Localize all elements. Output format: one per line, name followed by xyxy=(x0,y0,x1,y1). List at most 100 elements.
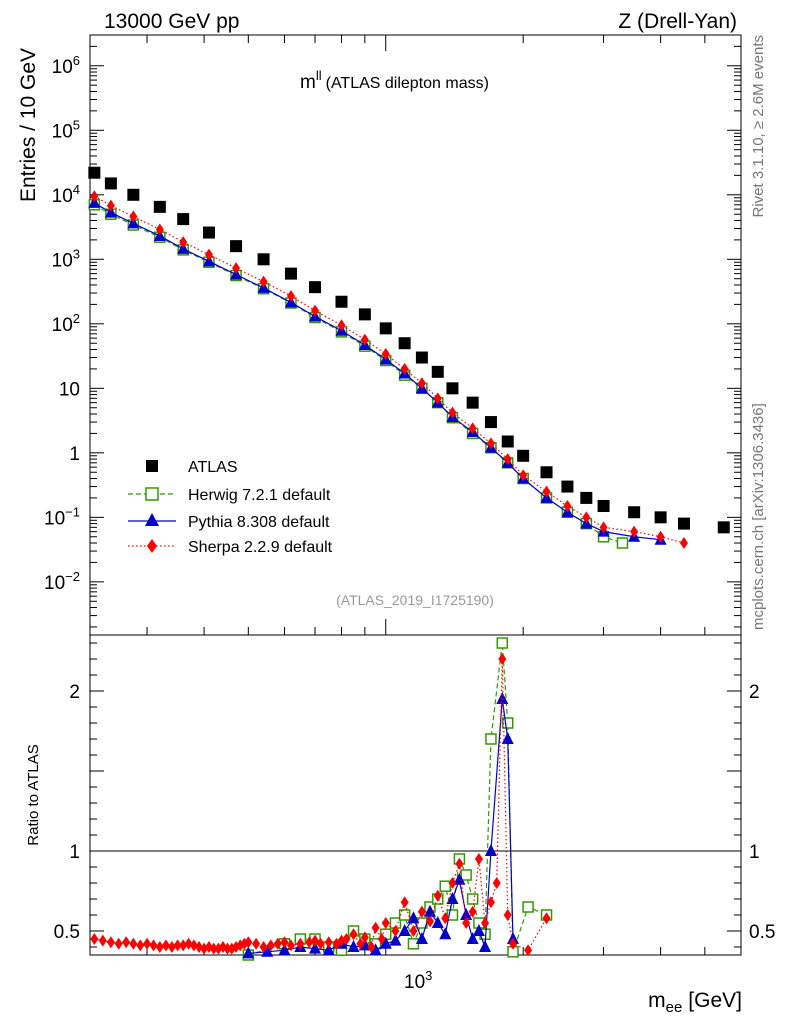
ratio-point-sherpa xyxy=(381,917,390,929)
ratio-point-pythia xyxy=(379,936,392,949)
main-y-tick-label: 104 xyxy=(52,182,80,207)
ratio-point-sherpa xyxy=(356,937,365,950)
data-point-atlas xyxy=(717,521,730,534)
ratio-point-sherpa xyxy=(371,921,380,934)
ratio-point-sherpa xyxy=(417,905,426,918)
ratio-point-sherpa xyxy=(441,912,450,925)
series-sherpa xyxy=(90,190,688,550)
data-point-sherpa xyxy=(542,485,551,498)
ratio-point-sherpa xyxy=(155,941,164,953)
ratio-point-pythia xyxy=(242,946,255,959)
data-point-sherpa xyxy=(90,190,99,203)
ratio-series-sherpa xyxy=(90,653,551,957)
ratio-point-sherpa xyxy=(509,937,518,950)
ratio-point-sherpa xyxy=(259,941,268,953)
ratio-point-sherpa xyxy=(455,857,464,870)
data-point-atlas xyxy=(654,511,667,524)
data-point-atlas xyxy=(88,166,101,179)
data-point-sherpa xyxy=(417,377,426,390)
ratio-point-sherpa xyxy=(498,653,507,665)
ratio-line-pythia xyxy=(248,698,514,954)
data-point-atlas xyxy=(628,506,641,519)
ratio-y-tick-label-right: 2 xyxy=(749,682,760,703)
data-point-sherpa xyxy=(360,333,369,346)
ratio-point-herwig xyxy=(398,909,411,921)
ratio-point-sherpa xyxy=(129,937,138,950)
ratio-point-herwig xyxy=(439,880,452,892)
data-point-atlas xyxy=(597,499,610,512)
ratio-point-herwig xyxy=(485,733,497,745)
ratio-point-herwig xyxy=(522,901,534,913)
series-line-sherpa xyxy=(94,195,685,544)
main-y-tick-label: 10−1 xyxy=(44,504,80,529)
x-tick-label-1000: 103 xyxy=(404,968,432,993)
main-y-tick-label: 10 xyxy=(59,379,80,400)
ratio-point-pythia xyxy=(347,940,360,952)
data-point-sherpa xyxy=(155,223,164,236)
data-point-atlas xyxy=(127,188,140,201)
data-point-sherpa xyxy=(204,248,213,261)
data-point-sherpa xyxy=(179,236,188,249)
ratio-point-sherpa xyxy=(161,939,170,952)
ratio-point-sherpa xyxy=(324,936,333,949)
main-y-tick-label: 1 xyxy=(69,444,80,465)
ratio-y-tick-label-left: 2 xyxy=(69,682,80,703)
ratio-point-sherpa xyxy=(486,896,495,909)
ratio-point-sherpa xyxy=(367,941,376,953)
ratio-point-pythia xyxy=(261,944,274,957)
ratio-point-pythia xyxy=(423,904,436,917)
data-point-sherpa xyxy=(400,362,409,375)
legend-marker-sherpa xyxy=(147,539,157,553)
ratio-point-sherpa xyxy=(542,912,551,925)
ratio-point-sherpa xyxy=(167,941,176,953)
ratio-point-sherpa xyxy=(266,939,275,952)
data-point-sherpa xyxy=(519,469,528,482)
ratio-point-herwig xyxy=(446,909,459,921)
ratio-point-sherpa xyxy=(481,917,490,929)
ratio-point-sherpa xyxy=(524,944,533,957)
data-point-sherpa xyxy=(448,406,457,419)
ratio-point-pythia xyxy=(466,932,479,944)
legend-marker-atlas xyxy=(146,460,158,472)
data-point-sherpa xyxy=(486,437,495,450)
data-point-sherpa xyxy=(232,262,241,275)
ratio-point-sherpa xyxy=(252,937,261,950)
ratio-point-sherpa xyxy=(90,933,99,945)
ratio-point-sherpa xyxy=(244,936,253,949)
ratio-point-sherpa xyxy=(492,877,501,889)
ratio-point-sherpa xyxy=(189,939,198,952)
data-point-atlas xyxy=(335,295,348,308)
main-data-marks xyxy=(88,166,730,550)
main-title: mll (ATLAS dilepton mass) xyxy=(300,68,489,93)
data-point-atlas xyxy=(104,177,117,190)
ratio-y-tick-label-left: 1 xyxy=(69,842,80,863)
ratio-y-axis-label: Ratio to ATLAS xyxy=(25,744,42,845)
ratio-y-tick-label-right: 0.5 xyxy=(749,922,775,943)
ratio-point-sherpa xyxy=(305,936,314,949)
data-point-sherpa xyxy=(337,319,346,332)
data-point-sherpa xyxy=(381,348,390,361)
data-point-atlas xyxy=(415,351,428,364)
main-y-axis-label: Entries / 10 GeV xyxy=(17,48,40,202)
ratio-point-sherpa xyxy=(377,933,386,945)
main-y-tick-label: 105 xyxy=(52,117,80,142)
data-point-atlas xyxy=(501,435,514,448)
header-process-label: Z (Drell-Yan) xyxy=(618,10,737,33)
ratio-point-herwig xyxy=(501,717,514,729)
ratio-point-herwig xyxy=(466,893,479,905)
legend-marker-herwig xyxy=(145,487,159,501)
ratio-point-sherpa xyxy=(391,925,400,937)
ratio-point-sherpa xyxy=(143,937,152,950)
data-point-sherpa xyxy=(106,199,115,212)
ratio-point-herwig xyxy=(460,869,472,881)
data-point-atlas xyxy=(677,517,690,530)
ratio-point-sherpa xyxy=(173,939,182,952)
data-point-atlas xyxy=(257,253,270,266)
ratio-point-pythia xyxy=(460,908,473,920)
ratio-point-pythia xyxy=(453,872,466,885)
data-point-atlas xyxy=(309,281,322,294)
ratio-point-sherpa xyxy=(136,939,145,952)
ratio-point-sherpa xyxy=(106,936,115,949)
ratio-point-sherpa xyxy=(433,889,442,902)
